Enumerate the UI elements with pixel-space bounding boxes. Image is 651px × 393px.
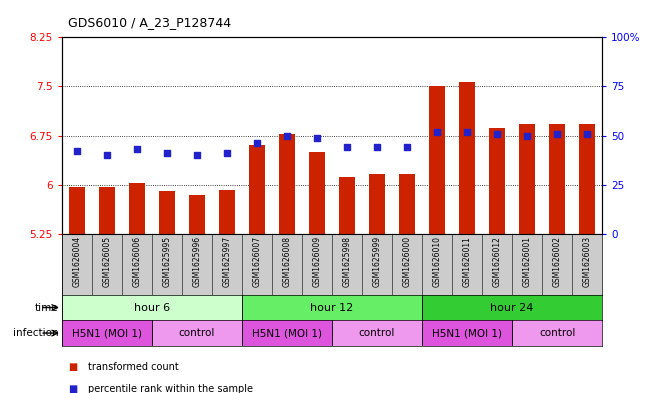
Text: percentile rank within the sample: percentile rank within the sample — [88, 384, 253, 393]
Text: GSM1625996: GSM1625996 — [193, 236, 201, 287]
Point — [282, 132, 292, 139]
Point — [102, 152, 112, 158]
Text: GSM1626011: GSM1626011 — [463, 236, 471, 286]
Point — [552, 130, 562, 137]
Point — [492, 130, 503, 137]
Point — [222, 150, 232, 156]
Text: ■: ■ — [68, 362, 77, 373]
Point — [582, 130, 592, 137]
Text: control: control — [179, 328, 215, 338]
Text: H5N1 (MOI 1): H5N1 (MOI 1) — [72, 328, 142, 338]
Text: infection: infection — [13, 328, 59, 338]
Text: hour 12: hour 12 — [311, 303, 353, 312]
Text: H5N1 (MOI 1): H5N1 (MOI 1) — [432, 328, 502, 338]
Text: hour 24: hour 24 — [490, 303, 534, 312]
Text: GSM1626009: GSM1626009 — [312, 236, 322, 287]
Point — [72, 148, 82, 154]
Text: hour 6: hour 6 — [134, 303, 170, 312]
Text: GSM1626007: GSM1626007 — [253, 236, 262, 287]
Bar — [459, 82, 475, 234]
Point — [432, 129, 442, 135]
Text: ■: ■ — [68, 384, 77, 393]
Bar — [242, 320, 332, 346]
Bar — [159, 191, 175, 234]
Bar — [189, 195, 205, 234]
Bar — [98, 187, 115, 234]
Point — [462, 129, 473, 135]
Bar — [279, 134, 296, 234]
Text: GSM1626010: GSM1626010 — [432, 236, 441, 286]
Text: GSM1625995: GSM1625995 — [162, 236, 171, 287]
Text: GSM1626002: GSM1626002 — [553, 236, 562, 286]
Bar — [62, 295, 242, 320]
Bar — [422, 320, 512, 346]
Bar — [68, 187, 85, 234]
Bar — [309, 152, 326, 234]
Bar — [332, 320, 422, 346]
Bar — [489, 128, 505, 234]
Point — [372, 144, 382, 151]
Text: GSM1625999: GSM1625999 — [372, 236, 381, 287]
Bar — [249, 145, 265, 234]
Text: GSM1626012: GSM1626012 — [493, 236, 502, 286]
Bar — [549, 124, 566, 234]
Bar — [339, 177, 355, 234]
Text: control: control — [359, 328, 395, 338]
Point — [252, 140, 262, 147]
Bar — [579, 124, 596, 234]
Bar — [129, 183, 145, 234]
Bar — [422, 295, 602, 320]
Text: GSM1626004: GSM1626004 — [72, 236, 81, 287]
Text: control: control — [539, 328, 575, 338]
Point — [402, 144, 412, 151]
Text: H5N1 (MOI 1): H5N1 (MOI 1) — [252, 328, 322, 338]
Text: GSM1626000: GSM1626000 — [402, 236, 411, 287]
Text: GSM1626003: GSM1626003 — [583, 236, 592, 287]
Bar — [368, 174, 385, 234]
Bar — [152, 320, 242, 346]
Text: GSM1625998: GSM1625998 — [342, 236, 352, 286]
Bar — [219, 190, 235, 234]
Bar — [512, 320, 602, 346]
Point — [522, 132, 533, 139]
Bar — [519, 124, 535, 234]
Point — [342, 144, 352, 151]
Text: GSM1625997: GSM1625997 — [223, 236, 232, 287]
Point — [191, 152, 202, 158]
Text: GSM1626001: GSM1626001 — [523, 236, 532, 286]
Text: transformed count: transformed count — [88, 362, 178, 373]
Text: GDS6010 / A_23_P128744: GDS6010 / A_23_P128744 — [68, 17, 232, 29]
Text: time: time — [35, 303, 59, 312]
Bar — [62, 320, 152, 346]
Text: GSM1626006: GSM1626006 — [132, 236, 141, 287]
Point — [312, 134, 322, 141]
Point — [161, 150, 172, 156]
Bar — [429, 86, 445, 234]
Text: GSM1626005: GSM1626005 — [102, 236, 111, 287]
Bar — [399, 174, 415, 234]
Bar — [242, 295, 422, 320]
Point — [132, 146, 142, 152]
Text: GSM1626008: GSM1626008 — [283, 236, 292, 286]
